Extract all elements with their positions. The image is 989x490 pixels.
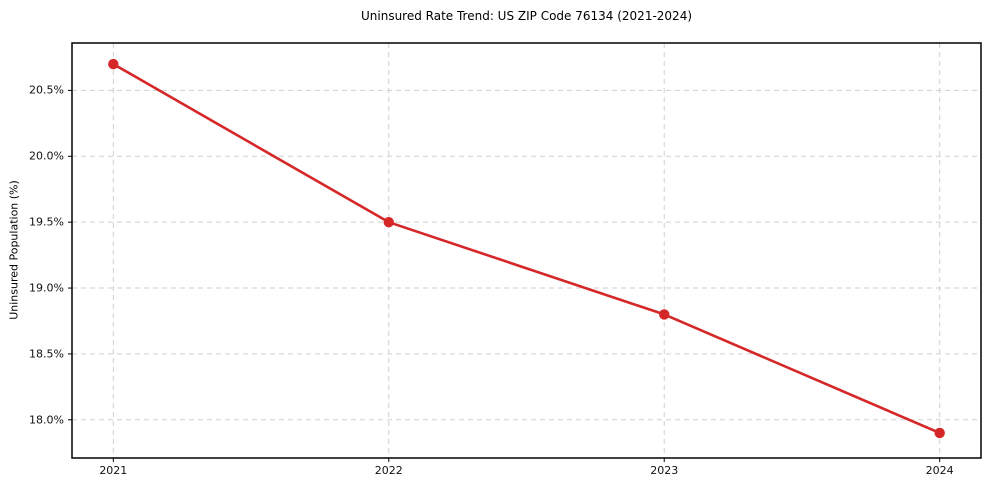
y-tick-label: 20.0%: [29, 149, 64, 163]
y-tick-label: 20.5%: [29, 83, 64, 97]
y-tick-label: 18.5%: [29, 347, 64, 361]
chart-title: Uninsured Rate Trend: US ZIP Code 76134 …: [360, 9, 693, 23]
x-tick-label: 2023: [650, 464, 679, 477]
data-point-2022[interactable]: [383, 216, 394, 228]
plot-border: [71, 42, 982, 459]
x-tick-label: 2022: [374, 464, 403, 477]
data-point-2024[interactable]: [934, 427, 945, 439]
y-tick-label: 18.0%: [29, 413, 64, 427]
x-tick-label: 2024: [925, 464, 954, 477]
data-point-2023[interactable]: [659, 309, 670, 320]
x-tick-label: 2021: [99, 464, 128, 477]
data-point-2021[interactable]: [108, 58, 119, 70]
y-tick-label: 19.5%: [29, 215, 64, 229]
y-tick-label: 19.0%: [29, 281, 64, 295]
trend-line: [112, 62, 941, 435]
